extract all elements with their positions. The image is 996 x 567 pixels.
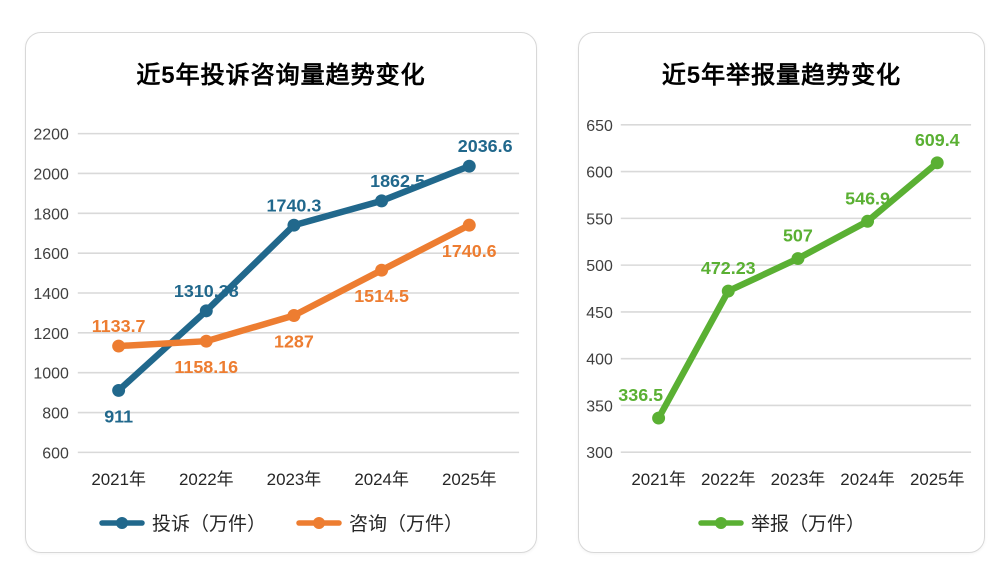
series-line [115, 221, 473, 350]
legend-item: 投诉（万件） [99, 509, 266, 536]
data-point-marker [791, 252, 805, 266]
legend-item: 举报（万件） [698, 509, 865, 536]
legend-dot [115, 516, 128, 529]
data-label: 1862.5 [370, 171, 425, 191]
data-point-marker [112, 339, 126, 353]
data-label: 1740.3 [267, 195, 322, 215]
y-tick-label: 2200 [33, 127, 69, 144]
y-tick-label: 400 [586, 352, 613, 369]
data-label: 472.23 [701, 258, 756, 278]
legend-item: 咨询（万件） [296, 509, 463, 536]
y-tick-label: 600 [42, 445, 69, 462]
series-line [655, 159, 941, 422]
complaints-consultations-chart-card: 近5年投诉咨询量趋势变化 600 800 1000 1200 1400 1600 1800 2… [25, 32, 537, 553]
legend-reports: 举报（万件） [579, 509, 984, 536]
data-label: 507 [783, 226, 813, 246]
reports-line-chart: 300 350 400 450 500 550 600 650 2021年 2022年 2023年 2… [586, 118, 972, 489]
legend-complaints-consultations: 投诉（万件） 咨询（万件） [26, 509, 536, 536]
data-label: 1310.38 [174, 281, 239, 301]
data-point-marker [861, 214, 875, 228]
data-point-marker [287, 309, 301, 322]
x-axis-label: 2023年 [267, 470, 322, 489]
y-tick-label: 1000 [33, 366, 69, 383]
data-point-marker [375, 263, 389, 277]
legend-line-marker-icon [296, 516, 342, 529]
y-tick-label: 1400 [33, 286, 69, 303]
data-label: 2036.6 [458, 136, 513, 156]
y-tick-label: 650 [586, 118, 613, 135]
x-axis-label: 2023年 [771, 470, 826, 489]
y-tick-label: 1800 [33, 206, 69, 223]
reports-chart-card: 近5年举报量趋势变化 300 350 400 450 500 550 600 650 2021年… [578, 32, 985, 553]
y-tick-label: 550 [586, 211, 613, 228]
x-axis-label: 2024年 [354, 470, 409, 489]
data-point-marker [930, 156, 944, 170]
data-point-marker [287, 218, 301, 232]
x-axis-label: 2025年 [910, 470, 965, 489]
legend-label: 举报（万件） [750, 514, 865, 535]
data-label: 1514.5 [354, 286, 409, 306]
y-tick-label: 800 [42, 406, 69, 423]
data-point-marker [652, 411, 666, 425]
data-label: 546.9 [845, 188, 890, 208]
data-point-marker [375, 194, 389, 208]
legend-dot [313, 516, 325, 529]
x-axis-label: 2022年 [179, 470, 234, 489]
y-tick-label: 1200 [33, 326, 69, 343]
complaints-consultations-line-chart: 600 800 1000 1200 1400 1600 1800 2000 2200 2021年 2… [33, 127, 520, 489]
data-label: 1158.16 [174, 357, 238, 377]
chart-title-complaints-consultations: 近5年投诉咨询量趋势变化 [136, 62, 426, 89]
y-tick-label: 600 [586, 165, 613, 182]
y-tick-label: 1600 [33, 246, 69, 263]
legend-label: 咨询（万件） [349, 514, 464, 535]
legend-dot [714, 516, 727, 529]
chart-title-reports: 近5年举报量趋势变化 [661, 62, 902, 89]
data-point-marker [462, 159, 476, 173]
data-point-marker [462, 218, 476, 232]
x-axis-label: 2021年 [631, 470, 686, 489]
x-axis-label: 2024年 [840, 470, 895, 489]
y-tick-label: 350 [586, 398, 613, 415]
data-label: 911 [104, 406, 133, 426]
data-label: 609.4 [915, 130, 960, 150]
legend-line-marker-icon [698, 516, 744, 529]
data-point-marker [199, 304, 213, 318]
y-tick-label: 500 [586, 258, 613, 275]
y-tick-label: 450 [586, 305, 613, 322]
y-tick-label: 2000 [33, 166, 69, 183]
x-axis-label: 2021年 [91, 470, 146, 489]
legend-label: 投诉（万件） [151, 514, 266, 535]
data-point-marker [721, 284, 735, 298]
data-label: 1133.7 [92, 316, 146, 336]
data-label: 336.5 [618, 385, 663, 405]
data-label: 1287 [274, 331, 314, 351]
data-point-marker [112, 383, 126, 397]
x-axis-label: 2025年 [442, 470, 497, 489]
x-axis-label: 2022年 [701, 470, 756, 489]
data-point-marker [199, 334, 213, 348]
data-label: 1740.6 [442, 241, 497, 261]
y-tick-label: 300 [586, 445, 613, 462]
legend-line-marker-icon [99, 516, 145, 529]
